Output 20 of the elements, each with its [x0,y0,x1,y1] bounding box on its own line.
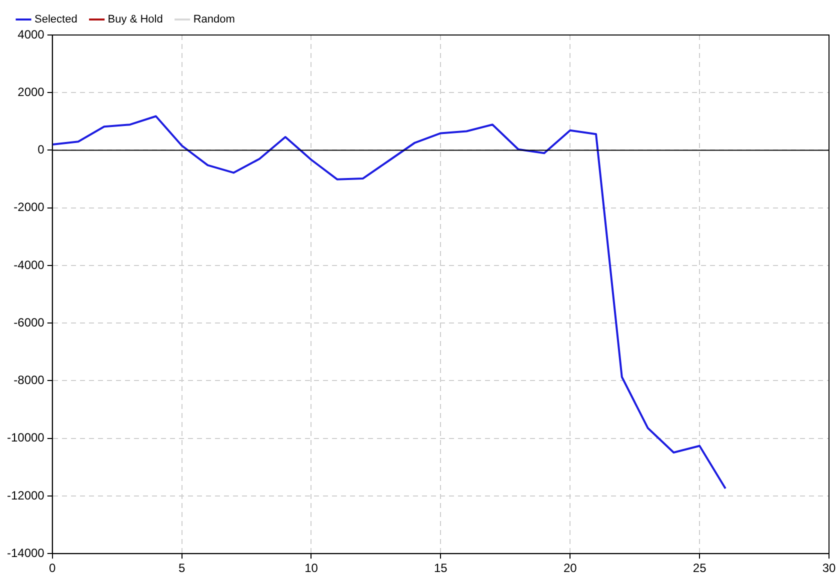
y-tick-label: -8000 [14,373,45,388]
y-tick-label: -10000 [6,430,45,445]
y-tick-label: 0 [38,142,45,157]
legend-label: Random [193,14,235,26]
y-tick-label: -2000 [14,200,45,214]
y-tick-label: -14000 [6,546,45,560]
y-tick-label: -12000 [6,488,45,502]
y-tick-label: 2000 [18,84,45,99]
x-tick-label: 0 [49,561,56,576]
x-tick-label: 10 [304,561,318,576]
x-tick-label: 5 [178,561,186,576]
y-tick-label: 4000 [18,27,45,42]
x-tick-label: 25 [692,561,707,576]
x-tick-label: 20 [563,561,578,576]
legend-label: Selected [34,14,78,26]
x-tick-label: 30 [822,561,836,576]
y-tick-label: -6000 [14,315,45,330]
y-tick-label: -4000 [14,258,45,272]
legend-label: Buy & Hold [108,14,163,26]
x-tick-label: 15 [434,561,448,576]
